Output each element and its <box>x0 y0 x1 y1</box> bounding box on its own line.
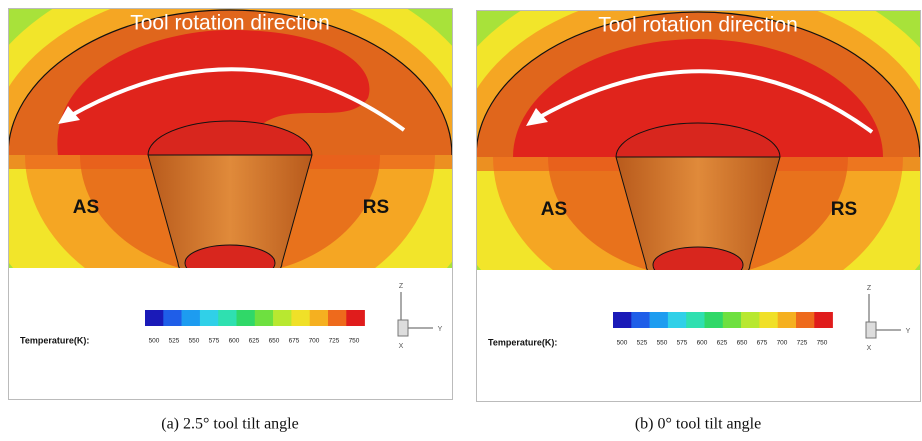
legend-tick: 625 <box>249 338 260 345</box>
colorbar-cell <box>778 312 797 328</box>
legend-title: Temperature(K): <box>20 335 89 345</box>
legend-tick: 750 <box>349 338 360 345</box>
legend-tick: 600 <box>697 340 708 347</box>
legend-tick: 700 <box>777 340 788 347</box>
colorbar-cell <box>200 310 219 326</box>
axis-label: Y <box>906 328 911 335</box>
legend-area <box>8 268 453 400</box>
colorbar-cell <box>163 310 182 326</box>
colorbar-cell <box>328 310 347 326</box>
legend-tick: 575 <box>209 338 220 345</box>
legend-tick: 675 <box>289 338 300 345</box>
axis-box <box>398 320 408 336</box>
legend-tick: 600 <box>229 338 240 345</box>
axis-label: X <box>867 345 872 352</box>
legend-area <box>476 270 921 402</box>
legend-tick: 650 <box>737 340 748 347</box>
caption: (b) 0° tool tilt angle <box>635 416 761 433</box>
legend-tick: 725 <box>797 340 808 347</box>
colorbar-cell <box>759 312 778 328</box>
legend-tick: 525 <box>169 338 180 345</box>
side-label: RS <box>363 197 389 218</box>
legend-tick: 500 <box>617 340 628 347</box>
legend-title: Temperature(K): <box>488 337 557 347</box>
colorbar-cell <box>650 312 669 328</box>
legend-tick: 725 <box>329 338 340 345</box>
colorbar-cell <box>796 312 815 328</box>
caption: (a) 2.5° tool tilt angle <box>161 416 298 433</box>
colorbar-cell <box>814 312 833 328</box>
legend-tick: 500 <box>149 338 160 345</box>
legend-tick: 675 <box>757 340 768 347</box>
legend-tick: 650 <box>269 338 280 345</box>
figure: Tool rotation direction AS RS Temperature(K… <box>0 0 922 441</box>
overlay-title: Tool rotation direction <box>130 12 330 35</box>
colorbar-cell <box>145 310 164 326</box>
colorbar-cell <box>273 310 292 326</box>
colorbar-cell <box>723 312 742 328</box>
panel: Tool rotation direction AS RS Temperature(K… <box>0 0 550 425</box>
axis-label: Y <box>438 326 443 333</box>
legend-tick: 750 <box>817 340 828 347</box>
colorbar-cell <box>668 312 687 328</box>
legend-tick: 625 <box>717 340 728 347</box>
colorbar-cell <box>741 312 760 328</box>
colorbar-cell <box>218 310 237 326</box>
overlay-title: Tool rotation direction <box>598 14 798 37</box>
axis-box <box>866 322 876 338</box>
colorbar-cell <box>686 312 705 328</box>
axis-label: Z <box>867 285 872 292</box>
axis-label: Z <box>399 283 404 290</box>
side-label: AS <box>73 197 99 218</box>
panel: Tool rotation direction AS RS Temperature(K… <box>378 0 922 427</box>
colorbar-cell <box>255 310 274 326</box>
colorbar-cell <box>346 310 365 326</box>
legend-tick: 550 <box>189 338 200 345</box>
side-label: RS <box>831 199 857 220</box>
legend-tick: 525 <box>637 340 648 347</box>
axis-label: X <box>399 343 404 350</box>
legend-tick: 700 <box>309 338 320 345</box>
legend-tick: 575 <box>677 340 688 347</box>
legend-tick: 550 <box>657 340 668 347</box>
colorbar-cell <box>310 310 329 326</box>
colorbar-cell <box>705 312 724 328</box>
colorbar-cell <box>631 312 650 328</box>
colorbar-cell <box>613 312 632 328</box>
colorbar-cell <box>291 310 310 326</box>
colorbar-cell <box>182 310 201 326</box>
side-label: AS <box>541 199 567 220</box>
colorbar-cell <box>237 310 256 326</box>
